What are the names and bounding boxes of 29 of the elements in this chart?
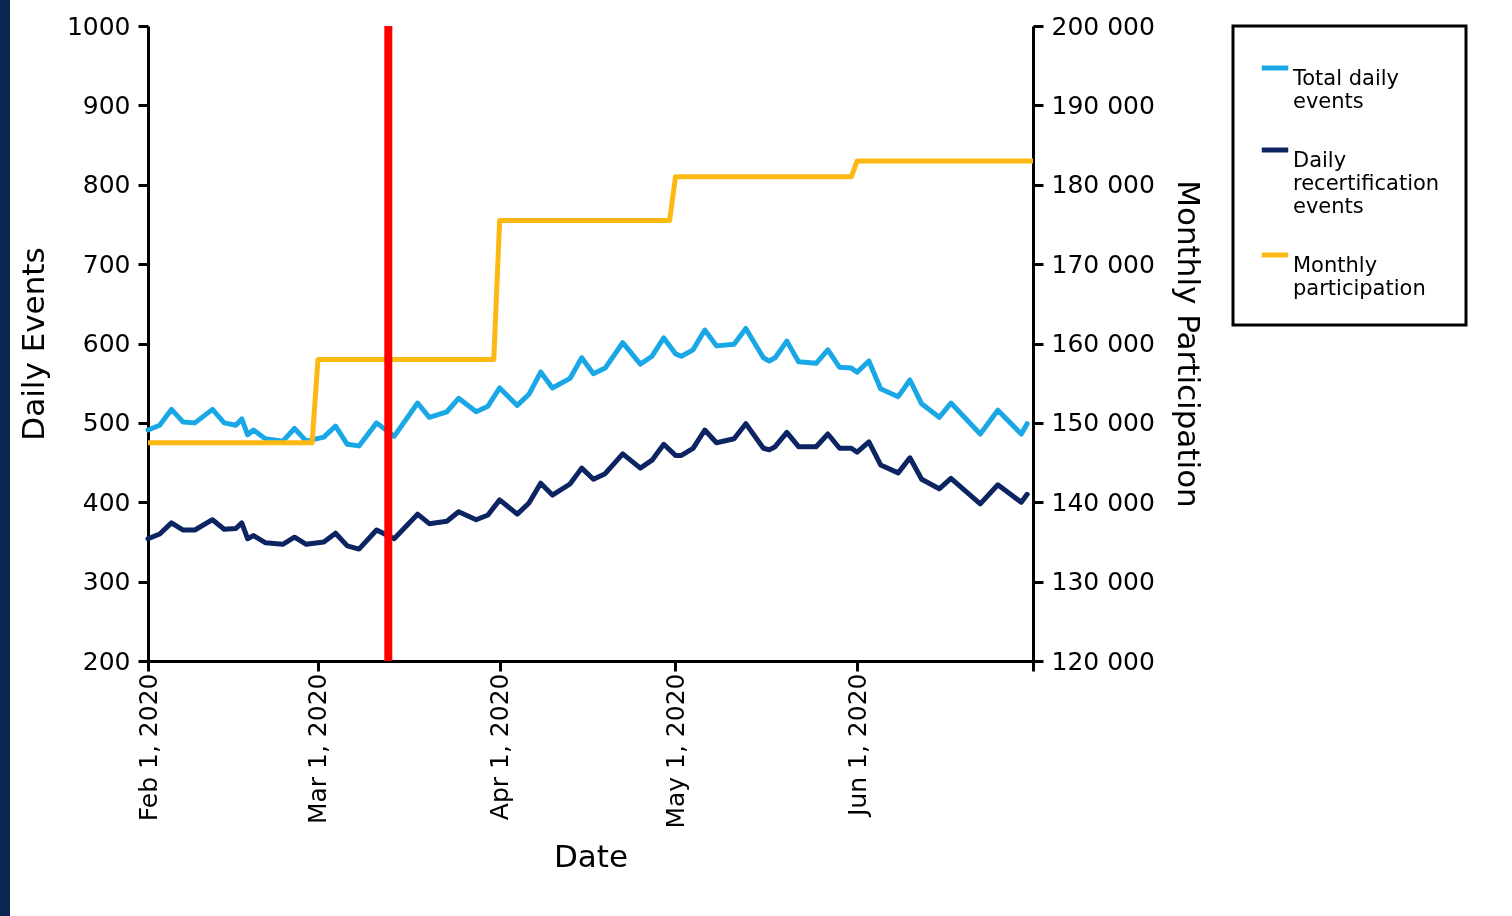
y2-tick-label: 140 000 — [1051, 487, 1155, 517]
y-tick-label: 400 — [82, 487, 131, 517]
x-tick-label: Mar 1, 2020 — [303, 673, 333, 825]
y-tick-label: 200 — [82, 646, 131, 676]
y2-axis-title: Monthly Participation — [1170, 180, 1207, 508]
y-axis-title: Daily Events — [14, 247, 51, 441]
y2-tick-label: 160 000 — [1051, 329, 1155, 358]
y2-tick-label: 190 000 — [1051, 90, 1155, 120]
y2-tick-label: 180 000 — [1051, 170, 1155, 200]
y-tick-label: 800 — [82, 170, 131, 200]
y-tick-label: 900 — [82, 90, 131, 120]
y2-tick-label: 120 000 — [1051, 646, 1155, 676]
y2-tick-label: 130 000 — [1051, 567, 1155, 597]
x-tick-label: Apr 1, 2020 — [485, 673, 515, 821]
y-tick-label: 1000 — [66, 11, 131, 41]
legend-label: Monthly participation — [1293, 253, 1426, 300]
x-tick-label: May 1, 2020 — [660, 673, 690, 829]
y-tick-label: 600 — [82, 329, 131, 358]
y2-tick-label: 170 000 — [1051, 249, 1155, 279]
x-tick-label: Feb 1, 2020 — [133, 673, 163, 822]
y-tick-label: 500 — [82, 408, 131, 438]
y2-tick-label: 200 000 — [1051, 11, 1155, 41]
x-tick-label: Jun 1, 2020 — [842, 673, 872, 818]
y-tick-label: 300 — [82, 567, 131, 597]
x-axis-title: Date — [553, 837, 629, 874]
y-tick-label: 700 — [82, 249, 131, 279]
y2-tick-label: 150 000 — [1051, 408, 1155, 438]
legend-label: Total daily events — [1292, 66, 1400, 113]
legend-label: Daily recertification events — [1293, 148, 1440, 218]
